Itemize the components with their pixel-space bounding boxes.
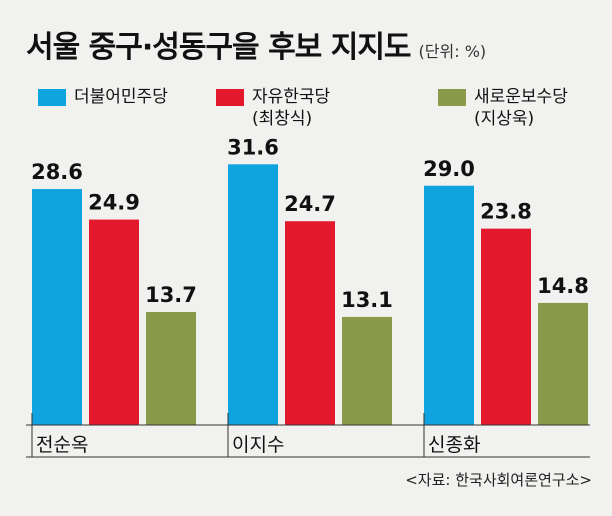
value-label-new-conservative-1: 13.7 — [145, 283, 197, 307]
bar-democratic-2 — [228, 164, 278, 426]
value-label-democratic-3: 29.0 — [423, 157, 475, 181]
legend-swatch-democratic — [38, 89, 66, 106]
legend-swatch-liberty-korea — [216, 89, 244, 106]
bar-new-conservative-2 — [342, 316, 392, 425]
legend-text-democratic: 더불어민주당 — [74, 86, 168, 108]
unit-label: (단위: %) — [418, 42, 487, 61]
chart-title: 서울 중구·성동구을 후보 지지도 (단위: %) — [26, 22, 486, 66]
title-text: 서울 중구·성동구을 후보 지지도 — [26, 30, 412, 65]
source-note: <자료: 한국사회여론연구소> — [405, 471, 592, 489]
category-label-3: 신종화 — [428, 434, 480, 456]
bar-democratic-3 — [424, 185, 474, 425]
legend-label-liberty-korea: 자유한국당 — [252, 87, 331, 107]
category-label-2: 이지수 — [232, 434, 284, 456]
legend-text-liberty-korea: 자유한국당 (최창식) — [252, 86, 330, 130]
legend-item-liberty-korea: 자유한국당 (최창식) — [216, 86, 330, 130]
bar-new-conservative-3 — [538, 302, 588, 425]
legend-item-new-conservative: 새로운보수당 (지상욱) — [438, 86, 568, 130]
value-label-liberty-korea-3: 23.8 — [480, 200, 532, 224]
legend-item-democratic: 더불어민주당 — [38, 86, 168, 108]
legend-swatch-new-conservative — [438, 89, 466, 106]
value-label-democratic-1: 28.6 — [31, 160, 83, 184]
value-label-liberty-korea-1: 24.9 — [88, 191, 140, 215]
value-label-liberty-korea-2: 24.7 — [284, 192, 336, 216]
legend-text-new-conservative: 새로운보수당 (지상욱) — [474, 86, 568, 130]
value-label-democratic-2: 31.6 — [227, 135, 279, 159]
value-label-new-conservative-2: 13.1 — [341, 288, 393, 312]
bar-democratic-1 — [32, 189, 82, 425]
legend-label-democratic: 더불어민주당 — [74, 87, 168, 107]
bar-liberty-korea-1 — [89, 219, 139, 425]
bar-new-conservative-1 — [146, 311, 196, 425]
legend-label-new-conservative: 새로운보수당 — [474, 87, 568, 107]
bar-liberty-korea-3 — [481, 228, 531, 425]
bar-liberty-korea-2 — [285, 221, 335, 425]
value-label-new-conservative-3: 14.8 — [537, 274, 589, 298]
legend-candidate-liberty-korea: (최창식) — [252, 109, 313, 129]
legend-candidate-new-conservative: (지상욱) — [474, 109, 535, 129]
category-label-1: 전순옥 — [36, 434, 88, 456]
